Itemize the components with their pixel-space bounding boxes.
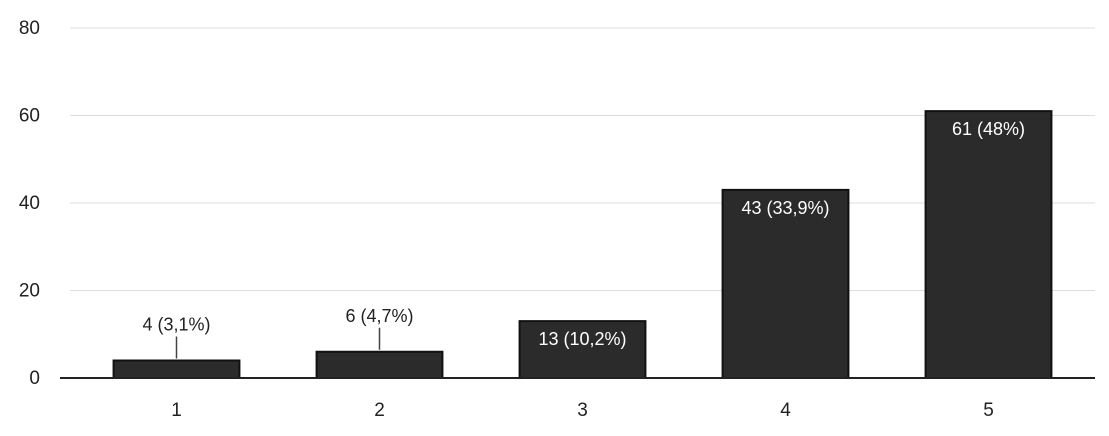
bar (721, 188, 850, 379)
bar-data-label: 61 (48%) (952, 119, 1025, 139)
bar (112, 359, 241, 379)
bar-data-label: 6 (4,7%) (345, 306, 413, 326)
y-tick-label: 80 (19, 18, 40, 39)
x-tick-label: 1 (171, 400, 182, 421)
y-tick-label: 60 (19, 106, 40, 127)
bar-data-label: 4 (3,1%) (142, 315, 210, 335)
bar-data-label: 43 (33,9%) (741, 198, 829, 218)
grid-lines (70, 27, 1095, 291)
bar (518, 320, 647, 379)
bar-data-label: 13 (10,2%) (538, 329, 626, 349)
data-labels: 4 (3,1%) 6 (4,7%) 13 (10,2%) 43 (33,9%) 61 (… (142, 119, 1025, 359)
x-tick-label: 2 (374, 400, 385, 421)
x-axis-ticks: 1 2 3 4 5 (171, 400, 994, 421)
x-tick-label: 5 (983, 400, 994, 421)
y-axis-ticks: 0 20 40 60 80 (19, 18, 40, 389)
y-tick-label: 20 (19, 281, 40, 302)
y-tick-label: 40 (19, 193, 40, 214)
y-tick-label: 0 (29, 368, 40, 389)
bars (112, 110, 1053, 379)
bar (924, 110, 1053, 379)
x-tick-label: 4 (780, 400, 791, 421)
bar (315, 350, 444, 379)
x-tick-label: 3 (577, 400, 588, 421)
